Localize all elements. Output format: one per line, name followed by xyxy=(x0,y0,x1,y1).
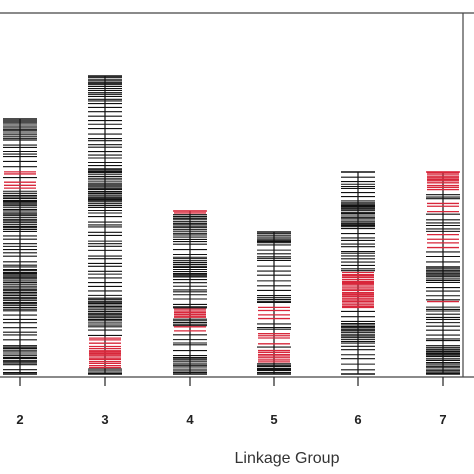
x-axis-title: Linkage Group xyxy=(235,450,340,467)
x-tick-label-5: 5 xyxy=(270,412,277,427)
linkage-group-6 xyxy=(341,171,375,375)
x-tick-label-4: 4 xyxy=(186,412,194,427)
x-tick-label-3: 3 xyxy=(101,412,108,427)
linkage-group-2 xyxy=(3,118,37,375)
linkage-group-3 xyxy=(88,75,122,375)
linkage-group-7 xyxy=(426,171,460,375)
x-tick-label-2: 2 xyxy=(16,412,23,427)
x-tick-label-6: 6 xyxy=(354,412,361,427)
x-axis-ticks: 2 3 4 5 6 7 xyxy=(16,377,447,427)
linkage-group-4 xyxy=(173,210,207,375)
x-tick-label-7: 7 xyxy=(439,412,446,427)
linkage-group-5 xyxy=(257,231,291,375)
linkage-groups xyxy=(3,75,460,375)
